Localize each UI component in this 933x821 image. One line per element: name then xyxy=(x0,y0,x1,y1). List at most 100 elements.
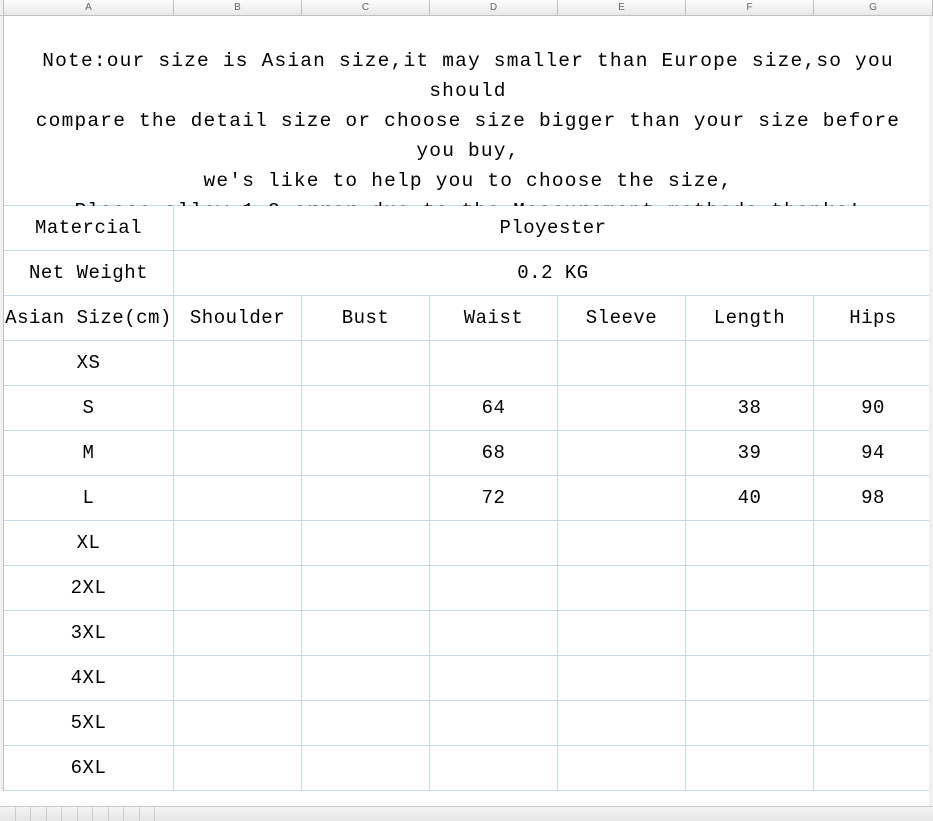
length-cell[interactable] xyxy=(686,611,814,656)
size-cell[interactable]: 6XL xyxy=(4,746,174,791)
hips-cell[interactable] xyxy=(814,656,933,701)
waist-cell[interactable]: 68 xyxy=(430,431,558,476)
sleeve-cell[interactable] xyxy=(558,386,686,431)
waist-cell[interactable] xyxy=(430,701,558,746)
shoulder-cell[interactable] xyxy=(174,521,302,566)
netweight-value-cell[interactable]: 0.2 KG xyxy=(174,251,933,296)
bust-cell[interactable] xyxy=(302,341,430,386)
hips-cell[interactable]: 90 xyxy=(814,386,933,431)
sleeve-cell[interactable] xyxy=(558,746,686,791)
length-cell[interactable]: 40 xyxy=(686,476,814,521)
length-cell[interactable] xyxy=(686,656,814,701)
col-header-F[interactable]: F xyxy=(686,0,814,16)
header-hips[interactable]: Hips xyxy=(814,296,933,341)
size-cell[interactable]: XS xyxy=(4,341,174,386)
waist-cell[interactable] xyxy=(430,611,558,656)
bust-cell[interactable] xyxy=(302,476,430,521)
waist-cell[interactable] xyxy=(430,521,558,566)
size-cell[interactable]: XL xyxy=(4,521,174,566)
length-cell[interactable]: 39 xyxy=(686,431,814,476)
col-header-A[interactable]: A xyxy=(4,0,174,16)
col-header-G[interactable]: G xyxy=(814,0,933,16)
length-cell[interactable]: 38 xyxy=(686,386,814,431)
header-shoulder[interactable]: Shoulder xyxy=(174,296,302,341)
sheet-tab[interactable] xyxy=(16,807,32,821)
sleeve-cell[interactable] xyxy=(558,521,686,566)
sheet-tab[interactable] xyxy=(140,807,156,821)
size-cell[interactable]: 3XL xyxy=(4,611,174,656)
hips-cell[interactable] xyxy=(814,566,933,611)
shoulder-cell[interactable] xyxy=(174,386,302,431)
size-cell[interactable]: 5XL xyxy=(4,701,174,746)
header-bust[interactable]: Bust xyxy=(302,296,430,341)
sheet-tab[interactable] xyxy=(93,807,109,821)
header-length[interactable]: Length xyxy=(686,296,814,341)
hips-cell[interactable] xyxy=(814,611,933,656)
hips-cell[interactable] xyxy=(814,341,933,386)
length-cell[interactable] xyxy=(686,341,814,386)
waist-cell[interactable]: 72 xyxy=(430,476,558,521)
shoulder-cell[interactable] xyxy=(174,341,302,386)
bust-cell[interactable] xyxy=(302,746,430,791)
netweight-label-cell[interactable]: Net Weight xyxy=(4,251,174,296)
waist-cell[interactable] xyxy=(430,341,558,386)
header-waist[interactable]: Waist xyxy=(430,296,558,341)
material-label-cell[interactable]: Matercial xyxy=(4,206,174,251)
bust-cell[interactable] xyxy=(302,521,430,566)
sleeve-cell[interactable] xyxy=(558,341,686,386)
col-header-C[interactable]: C xyxy=(302,0,430,16)
sheet-tab[interactable] xyxy=(109,807,125,821)
size-cell[interactable]: 4XL xyxy=(4,656,174,701)
sleeve-cell[interactable] xyxy=(558,611,686,656)
waist-cell[interactable] xyxy=(430,746,558,791)
sheet-tab[interactable] xyxy=(124,807,140,821)
note-cell[interactable]: Note:our size is Asian size,it may small… xyxy=(4,16,933,206)
length-cell[interactable] xyxy=(686,701,814,746)
shoulder-cell[interactable] xyxy=(174,701,302,746)
sleeve-cell[interactable] xyxy=(558,656,686,701)
waist-cell[interactable]: 64 xyxy=(430,386,558,431)
hips-cell[interactable]: 94 xyxy=(814,431,933,476)
header-sleeve[interactable]: Sleeve xyxy=(558,296,686,341)
length-cell[interactable] xyxy=(686,746,814,791)
size-cell[interactable]: L xyxy=(4,476,174,521)
sleeve-cell[interactable] xyxy=(558,431,686,476)
hips-cell[interactable] xyxy=(814,701,933,746)
sheet-tab[interactable] xyxy=(78,807,94,821)
col-header-B[interactable]: B xyxy=(174,0,302,16)
size-cell[interactable]: 2XL xyxy=(4,566,174,611)
size-cell[interactable]: S xyxy=(4,386,174,431)
shoulder-cell[interactable] xyxy=(174,566,302,611)
length-cell[interactable] xyxy=(686,521,814,566)
bust-cell[interactable] xyxy=(302,656,430,701)
hips-cell[interactable] xyxy=(814,521,933,566)
sleeve-cell[interactable] xyxy=(558,701,686,746)
material-value-cell[interactable]: Ployester xyxy=(174,206,933,251)
shoulder-cell[interactable] xyxy=(174,746,302,791)
waist-cell[interactable] xyxy=(430,656,558,701)
shoulder-cell[interactable] xyxy=(174,431,302,476)
length-cell[interactable] xyxy=(686,566,814,611)
shoulder-cell[interactable] xyxy=(174,656,302,701)
bust-cell[interactable] xyxy=(302,386,430,431)
sheet-tab[interactable] xyxy=(62,807,78,821)
sheet-tab[interactable] xyxy=(31,807,47,821)
header-asian-size[interactable]: Asian Size(cm) xyxy=(4,296,174,341)
waist-cell[interactable] xyxy=(430,566,558,611)
shoulder-cell[interactable] xyxy=(174,476,302,521)
hips-cell[interactable]: 98 xyxy=(814,476,933,521)
shoulder-cell[interactable] xyxy=(174,611,302,656)
bust-cell[interactable] xyxy=(302,701,430,746)
sleeve-cell[interactable] xyxy=(558,566,686,611)
hips-cell[interactable] xyxy=(814,746,933,791)
vertical-scrollbar[interactable] xyxy=(929,16,933,806)
bust-cell[interactable] xyxy=(302,431,430,476)
bust-cell[interactable] xyxy=(302,566,430,611)
col-header-D[interactable]: D xyxy=(430,0,558,16)
sleeve-cell[interactable] xyxy=(558,476,686,521)
size-cell[interactable]: M xyxy=(4,431,174,476)
bust-cell[interactable] xyxy=(302,611,430,656)
sheet-tab[interactable] xyxy=(47,807,63,821)
col-header-E[interactable]: E xyxy=(558,0,686,16)
sheet-tab[interactable] xyxy=(0,807,16,821)
